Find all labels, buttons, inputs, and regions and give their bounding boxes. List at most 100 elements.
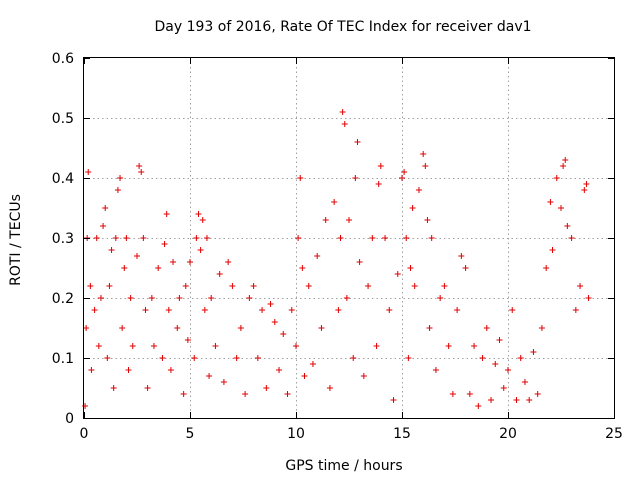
y-tick-label: 0.3 [52,231,74,247]
x-tick-label: 15 [393,426,411,442]
data-point [318,325,325,331]
data-point [500,385,507,391]
data-point [339,109,346,115]
data-point [206,373,213,379]
data-point [197,247,204,253]
data-point [212,343,219,349]
data-point [91,307,98,313]
y-tick-label: 0.5 [52,111,74,127]
data-point [165,307,172,313]
data-point [106,283,113,289]
data-point [140,235,147,241]
data-point [337,235,344,241]
x-tick-label: 10 [287,426,305,442]
data-point [441,283,448,289]
data-point [415,187,422,193]
data-point [322,217,329,223]
axis-ticks [84,58,615,419]
x-tick-label: 20 [499,426,517,442]
data-point [121,265,128,271]
data-point [267,301,274,307]
data-point [216,271,223,277]
data-point [422,163,429,169]
data-point [193,235,200,241]
data-point [352,175,359,181]
data-point [276,367,283,373]
data-point [182,283,189,289]
y-tick-label: 0.6 [52,51,74,67]
data-point [399,175,405,181]
data-point [350,355,357,361]
data-point [354,139,361,145]
data-point [138,169,145,175]
data-point [534,391,541,397]
data-point [176,295,183,301]
data-point [483,325,490,331]
data-point [335,307,342,313]
data-point [530,349,537,355]
data-point [377,163,384,169]
data-point [553,175,560,181]
data-point [167,367,174,373]
data-point [411,283,418,289]
data-point [386,307,393,313]
data-point [577,283,584,289]
data-point [180,391,187,397]
data-point [88,367,95,373]
data-point [462,265,469,271]
data-point [547,199,554,205]
data-point [509,307,516,313]
data-point [191,355,198,361]
data-point [394,271,401,277]
data-point [326,385,333,391]
y-tick-label: 0.2 [52,291,74,307]
data-point [187,259,193,265]
data-point [426,325,433,331]
data-point [471,343,478,349]
data-point [405,355,412,361]
data-point [390,397,397,403]
data-point [297,175,304,181]
data-point [112,235,119,241]
data-point [100,223,107,229]
data-point [142,307,149,313]
x-tick-label: 25 [605,426,623,442]
data-point [299,265,306,271]
data-point [562,157,569,163]
data-point [246,295,253,301]
data-point [184,337,191,343]
data-point [409,205,416,211]
data-points [82,109,592,409]
data-point [237,325,244,331]
data-point [125,367,132,373]
data-point [492,361,499,367]
data-point [309,361,316,367]
plot-frame [83,57,615,419]
data-point [583,181,590,187]
data-point [110,385,117,391]
data-point [259,307,266,313]
data-point [517,355,524,361]
data-point [148,295,155,301]
data-point [382,235,389,241]
data-point [93,235,100,241]
data-point [95,343,102,349]
data-point [375,181,382,187]
data-point [104,355,111,361]
data-point [356,259,363,265]
data-point [254,355,261,361]
data-point [403,235,410,241]
y-tick-label: 0.1 [52,351,74,367]
y-tick-label: 0 [65,411,74,427]
data-point [360,373,367,379]
data-point [127,295,134,301]
data-point [373,343,380,349]
grid-layer [84,58,614,418]
x-tick-label: 5 [186,426,195,442]
data-point [233,355,240,361]
data-point [123,235,130,241]
data-point [466,391,473,397]
data-point [134,253,140,259]
data-point [136,163,143,169]
data-point [521,379,528,385]
